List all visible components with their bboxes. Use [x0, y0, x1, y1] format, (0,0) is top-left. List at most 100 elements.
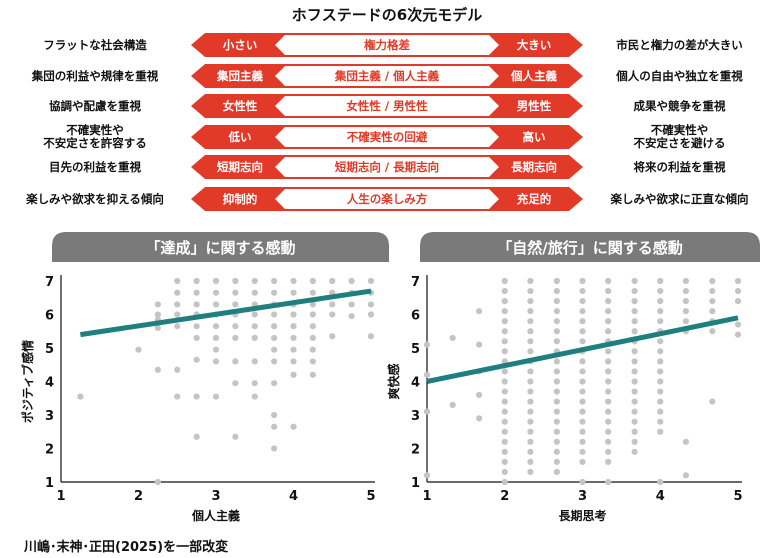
- data-point: [682, 472, 690, 479]
- data-point: [501, 448, 508, 455]
- data-point: [579, 308, 586, 315]
- data-point: [501, 388, 508, 395]
- trend-line: [80, 288, 372, 338]
- data-point: [232, 433, 239, 440]
- data-point: [579, 478, 586, 486]
- data-point: [271, 277, 278, 285]
- data-point: [527, 458, 534, 465]
- data-point: [553, 287, 560, 295]
- data-point: [709, 398, 716, 405]
- data-point: [212, 358, 220, 365]
- data-point: [193, 301, 200, 308]
- data-point: [367, 277, 375, 285]
- data-point: [251, 334, 258, 342]
- data-point: [631, 398, 638, 405]
- data-point: [271, 289, 278, 296]
- data-point: [232, 334, 239, 342]
- y-tick-label: 5: [411, 342, 420, 357]
- dimension-high-description: 楽しみや欲求に正直な傾向: [610, 191, 749, 206]
- data-point: [631, 428, 638, 435]
- data-point: [423, 341, 431, 348]
- data-point: [232, 301, 239, 308]
- y-axis-label: 爽快感: [386, 363, 401, 399]
- dimension-high-label: 男性性: [516, 99, 552, 113]
- x-axis-label: 長期思考: [558, 508, 606, 523]
- dimension-name-box: [275, 35, 499, 55]
- data-point: [605, 348, 612, 355]
- data-point: [527, 348, 534, 355]
- dimension-high-label: 高い: [522, 130, 546, 144]
- y-axis-label: ポジティブ感情: [20, 340, 35, 423]
- data-point: [631, 358, 638, 365]
- x-tick-label: 5: [733, 489, 742, 504]
- trend-line: [426, 315, 739, 384]
- data-point: [657, 358, 664, 365]
- dimension-name: 短期志向 / 長期志向: [334, 160, 440, 174]
- y-tick-label: 3: [411, 409, 420, 424]
- dimension-high-description: 市民と権力の差が大きい: [616, 37, 743, 52]
- data-point: [553, 298, 560, 305]
- data-point: [527, 378, 534, 385]
- data-point: [329, 277, 336, 285]
- dimension-bar: 短期志向 短期志向 / 長期志向 長期志向: [191, 155, 583, 179]
- x-axis-label: 個人主義: [191, 508, 240, 523]
- x-tick-label: 1: [422, 489, 431, 504]
- data-point: [501, 318, 508, 325]
- dimension-name-box: [275, 127, 499, 147]
- data-point: [631, 438, 638, 445]
- data-point: [631, 298, 638, 305]
- dimension-low-description: フラットな社会構造: [43, 37, 147, 52]
- data-point: [174, 366, 181, 373]
- data-point: [527, 328, 534, 335]
- data-point: [193, 323, 200, 330]
- dimension-name-box: [275, 157, 499, 177]
- data-point: [605, 287, 612, 295]
- dimension-row: 集団の利益や規律を重視 集団主義 集団主義 / 個人主義 個人主義 個人の自由や独立を重…: [0, 64, 774, 88]
- data-point: [657, 428, 664, 435]
- dimension-row: 楽しみや欲求を抑える傾向 抑制的 人生の楽しみ方 充足的 楽しみや欲求に正直な傾向: [0, 187, 774, 211]
- data-point: [309, 334, 316, 342]
- dimension-low-description: 集団の利益や規律を重視: [31, 68, 159, 83]
- data-point: [527, 287, 534, 295]
- data-point: [709, 308, 716, 315]
- data-point: [682, 318, 690, 325]
- data-point: [290, 358, 297, 365]
- data-point: [329, 311, 336, 318]
- data-point: [309, 289, 316, 296]
- data-point: [631, 448, 638, 455]
- data-point: [367, 311, 375, 318]
- data-point: [553, 328, 560, 335]
- data-point: [501, 468, 508, 476]
- data-point: [579, 368, 586, 375]
- dimension-name: 女性性 / 男性性: [346, 99, 428, 113]
- data-point: [193, 334, 200, 342]
- y-tick-label: 1: [45, 476, 54, 491]
- x-tick-label: 2: [500, 489, 509, 504]
- data-point: [174, 277, 181, 285]
- x-tick-label: 3: [578, 489, 587, 504]
- data-point: [193, 356, 200, 363]
- data-point: [348, 301, 355, 308]
- x-tick-label: 1: [56, 489, 65, 504]
- data-point: [290, 423, 297, 430]
- data-point: [553, 468, 560, 476]
- data-point: [174, 301, 181, 308]
- data-point: [251, 393, 258, 400]
- data-point: [271, 346, 278, 353]
- data-point: [709, 298, 716, 305]
- data-point: [309, 358, 316, 365]
- data-point: [212, 289, 220, 296]
- data-point: [193, 277, 200, 285]
- dimension-high-label: 大きい: [516, 38, 552, 52]
- dimension-low-label: 抑制的: [222, 192, 258, 206]
- data-point: [605, 358, 612, 365]
- source-citation: 川嶋･末神･正田(2025)を一部改変: [24, 540, 229, 555]
- data-point: [605, 378, 612, 385]
- data-point: [734, 298, 742, 305]
- data-point: [657, 277, 664, 285]
- data-point: [501, 398, 508, 405]
- data-point: [579, 398, 586, 405]
- data-point: [553, 378, 560, 385]
- data-point: [682, 298, 690, 305]
- data-point: [709, 277, 716, 285]
